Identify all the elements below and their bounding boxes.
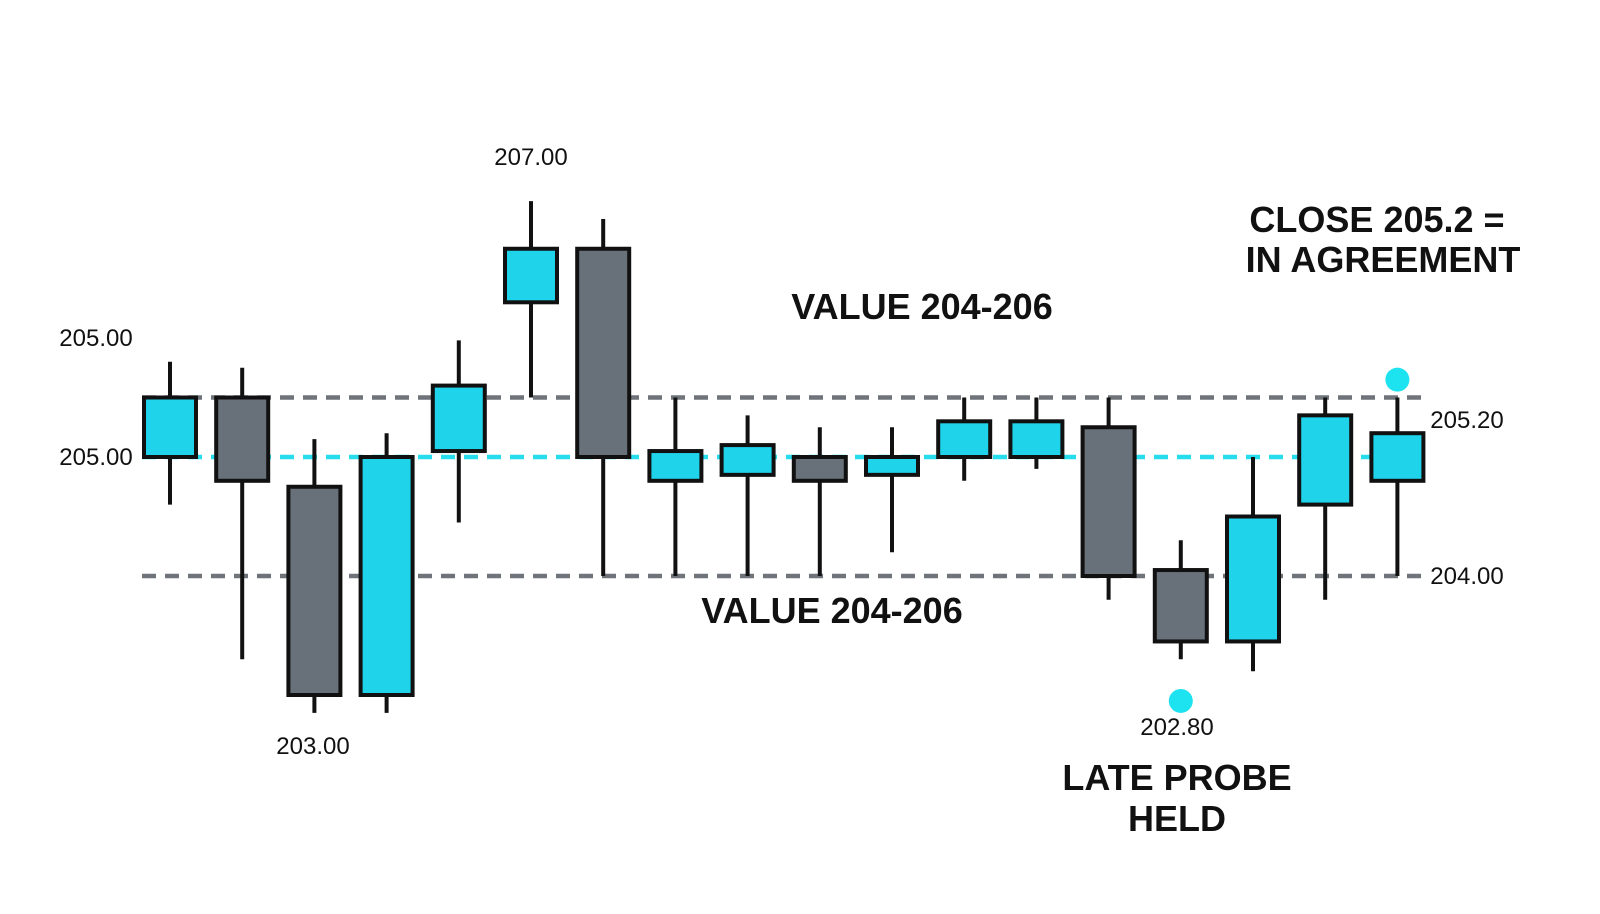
candle-body-9 — [791, 455, 848, 483]
candle-body-11 — [936, 419, 993, 459]
candle-14 — [1152, 540, 1209, 660]
candle-12 — [1008, 397, 1065, 469]
close-annotation-line1: CLOSE 205.2 = — [1249, 199, 1504, 240]
probe-annotation-line1: LATE PROBE — [1062, 757, 1291, 798]
probe-annotation-line2: HELD — [1128, 798, 1226, 839]
candle-body-1 — [214, 395, 271, 483]
value-area-bottom-label: VALUE 204-206 — [701, 590, 962, 631]
candle-body-15 — [1225, 514, 1281, 644]
candle-3 — [358, 433, 415, 713]
candle-0 — [142, 361, 198, 505]
candle-2 — [286, 439, 343, 713]
candle-body-4 — [430, 383, 487, 454]
candle-4 — [430, 340, 487, 523]
candle-1 — [214, 367, 271, 660]
candle-16 — [1297, 397, 1354, 600]
left-mid-price-label: 205.00 — [59, 444, 132, 471]
candle-body-16 — [1297, 413, 1354, 507]
marker-dot-1 — [1168, 688, 1193, 713]
candle-13 — [1080, 397, 1137, 600]
candle-body-6 — [575, 246, 632, 459]
candle-15 — [1225, 457, 1281, 672]
reference-lines — [142, 395, 1424, 579]
candle-6 — [575, 219, 632, 576]
candle-body-10 — [864, 455, 920, 477]
candle-body-7 — [647, 449, 704, 483]
close-annotation-line2: IN AGREEMENT — [1246, 239, 1521, 280]
candle-10 — [864, 427, 920, 553]
right-lower-price-label: 204.00 — [1430, 563, 1503, 590]
candle-body-12 — [1008, 419, 1065, 459]
high-price-label: 207.00 — [494, 144, 567, 171]
candle-body-13 — [1080, 425, 1137, 578]
candle-body-17 — [1369, 431, 1426, 483]
candle-body-3 — [358, 455, 415, 697]
candle-body-14 — [1152, 568, 1209, 644]
candle-17 — [1369, 397, 1426, 576]
right-close-price-label: 205.20 — [1430, 407, 1503, 434]
candle-11 — [936, 397, 993, 481]
candle-body-5 — [503, 246, 559, 305]
marker-dot-0 — [1385, 367, 1410, 392]
candle-9 — [791, 427, 848, 576]
low-price-label: 203.00 — [276, 733, 349, 760]
probe-price-label: 202.80 — [1140, 714, 1213, 741]
candle-7 — [647, 397, 704, 576]
left-upper-price-label: 205.00 — [59, 325, 132, 352]
value-area-top-label: VALUE 204-206 — [791, 286, 1052, 327]
candle-body-8 — [719, 443, 776, 477]
candles — [142, 201, 1426, 713]
candle-5 — [503, 201, 559, 398]
candle-body-0 — [142, 395, 198, 459]
candle-body-2 — [286, 484, 343, 697]
markers — [1168, 367, 1410, 713]
candle-8 — [719, 415, 776, 576]
